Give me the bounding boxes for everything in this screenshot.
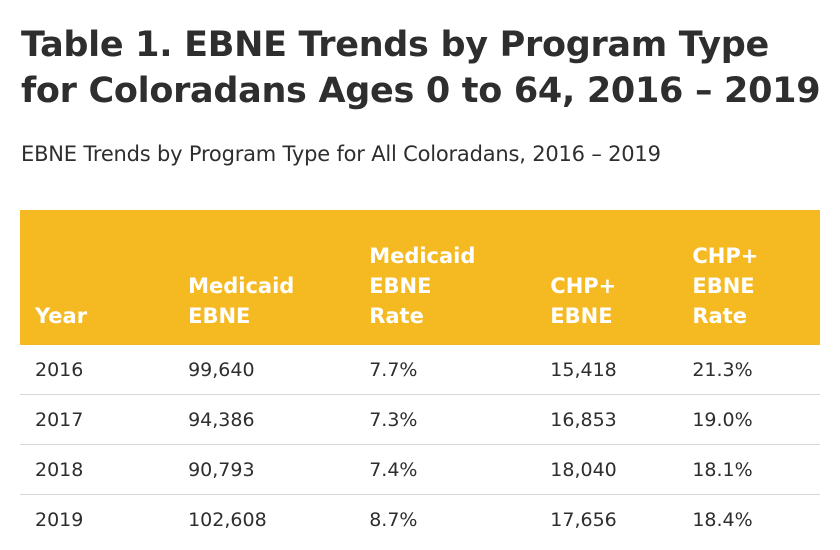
table-row: 2017 94,386 7.3% 16,853 19.0%	[20, 394, 820, 445]
cell-chp-ebne-rate: 19.0%	[692, 394, 820, 445]
title-line-1: Table 1. EBNE Trends by Program Type	[21, 25, 769, 65]
table-body: 2016 99,640 7.7% 15,418 21.3% 2017 94,38…	[20, 345, 820, 544]
cell-chp-ebne: 15,418	[550, 345, 693, 395]
ebne-trends-table: Year Medicaid EBNE Medicaid EBNE Rate CH…	[20, 210, 820, 544]
cell-chp-ebne: 18,040	[550, 444, 693, 495]
cell-medicaid-ebne: 90,793	[188, 444, 370, 495]
cell-medicaid-ebne-rate: 7.3%	[369, 394, 551, 445]
cell-medicaid-ebne-rate: 8.7%	[369, 508, 418, 531]
cell-medicaid-ebne: 102,608	[188, 508, 267, 531]
cell-chp-ebne-rate: 21.3%	[692, 345, 820, 395]
cell-medicaid-ebne-rate: 7.4%	[369, 444, 551, 495]
header-row: Year Medicaid EBNE Medicaid EBNE Rate CH…	[20, 210, 820, 345]
title-line-2: for Coloradans Ages 0 to 64, 2016 – 2019	[21, 71, 821, 111]
table-header: Year Medicaid EBNE Medicaid EBNE Rate CH…	[20, 210, 820, 345]
header-chp-ebne: CHP+ EBNE	[550, 274, 617, 328]
cell-year: 2018	[20, 444, 189, 495]
cell-medicaid-ebne: 94,386	[188, 394, 370, 445]
header-chp-ebne-rate: CHP+ EBNE Rate	[692, 244, 759, 328]
cell-chp-ebne-rate: 18.1%	[692, 444, 820, 495]
cell-medicaid-ebne: 99,640	[188, 345, 370, 395]
table-row: 2016 99,640 7.7% 15,418 21.3%	[20, 345, 820, 395]
table-subtitle: EBNE Trends by Program Type for All Colo…	[21, 142, 661, 166]
cell-medicaid-ebne-rate: 7.7%	[369, 345, 551, 395]
cell-chp-ebne-rate: 18.4%	[692, 508, 753, 531]
header-year: Year	[35, 304, 88, 328]
table-row: 2019 102,608 8.7% 17,656 18.4%	[20, 495, 820, 545]
table-row: 2018 90,793 7.4% 18,040 18.1%	[20, 444, 820, 495]
cell-year: 2017	[20, 394, 189, 445]
cell-year: 2019	[35, 508, 84, 531]
page-title: Table 1. EBNE Trends by Program Type for…	[21, 22, 831, 114]
cell-year: 2016	[20, 345, 189, 395]
header-medicaid-ebne: Medicaid EBNE	[188, 274, 295, 328]
cell-chp-ebne: 17,656	[550, 508, 617, 531]
cell-chp-ebne: 16,853	[550, 394, 693, 445]
header-medicaid-ebne-rate: Medicaid EBNE Rate	[369, 244, 476, 328]
